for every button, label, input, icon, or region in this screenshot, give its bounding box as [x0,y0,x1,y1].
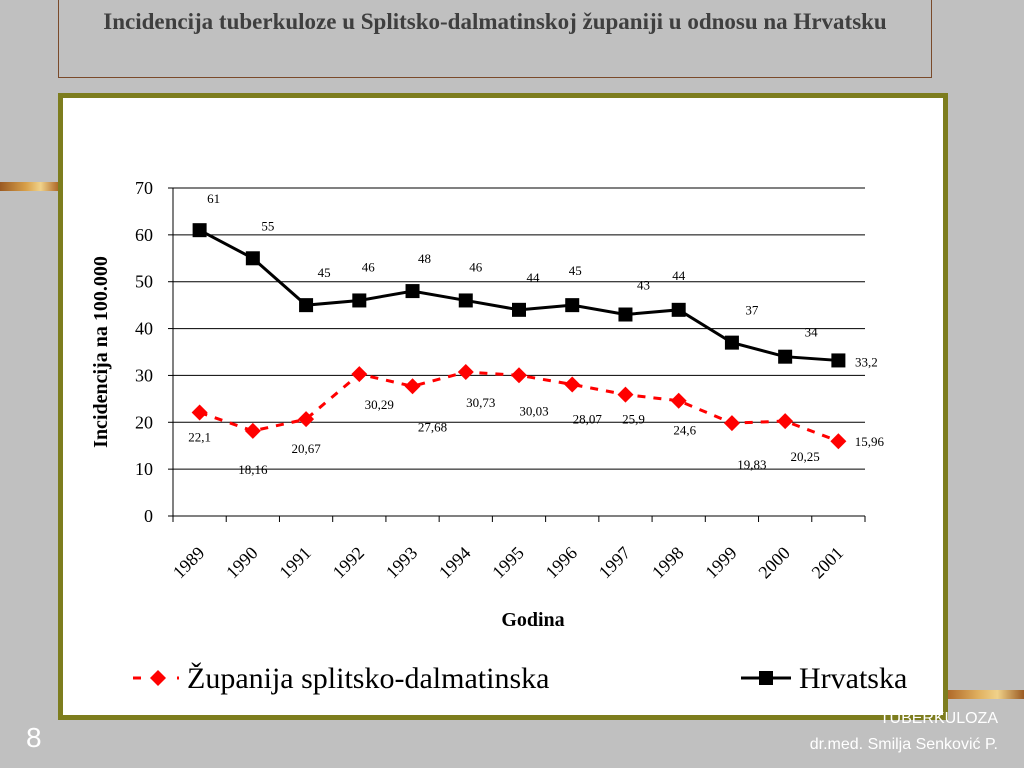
x-tick-label: 1999 [701,543,741,583]
data-point-zupanija [564,376,581,393]
slide-title-text: Incidencija tuberkuloze u Splitsko-dalma… [103,9,887,34]
data-point-hrvatska [458,293,473,308]
footer-author: dr.med. Smilja Senković P. [809,736,998,753]
legend-marker-zupanija [150,670,166,686]
x-tick-label: 2000 [754,543,794,583]
data-label-hrvatska: 44 [672,268,686,283]
data-point-zupanija [670,392,687,409]
legend-marker-hrvatska [759,671,773,685]
series-line-hrvatska [198,228,839,362]
data-point-zupanija [777,413,794,430]
y-tick-label: 20 [135,412,153,432]
y-tick-label: 0 [144,506,153,526]
x-axis-title: Godina [501,609,564,631]
data-point-zupanija [404,378,421,395]
data-point-hrvatska [352,293,367,308]
data-point-hrvatska [778,349,793,364]
data-label-zupanija: 27,68 [418,419,447,434]
data-label-zupanija: 28,07 [573,411,603,426]
slide-title: Incidencija tuberkuloze u Splitsko-dalma… [58,0,932,78]
data-point-hrvatska [512,302,526,317]
footer-topic: TUBERKULOZA [879,710,998,725]
line-chart: 0 10 20 30 40 50 60 70 1989 1990 1991 1992 1993 1994 1… [90,178,907,695]
x-tick-label: 1989 [169,543,209,583]
data-label-hrvatska: 55 [261,218,274,233]
chart-frame: 0 10 20 30 40 50 60 70 1989 1990 1991 1992 1993 1994 1… [58,93,948,720]
data-label-zupanija: 19,83 [737,457,766,472]
data-label-zupanija: 30,29 [365,397,394,412]
data-point-hrvatska [618,307,633,322]
data-label-hrvatska: 33,2 [855,354,878,369]
data-label-hrvatska: 46 [362,259,376,274]
data-point-hrvatska [245,251,260,266]
data-label-zupanija: 15,96 [855,434,885,449]
y-tick-label: 60 [135,225,153,245]
data-label-zupanija: 24,6 [673,423,696,438]
x-tick-label: 1998 [648,543,688,583]
y-tick-label: 70 [135,178,153,198]
data-point-hrvatska [724,335,739,350]
slide-number: 8 [26,722,42,753]
y-tick-label: 40 [135,319,153,339]
x-tick-label: 1993 [382,543,422,583]
decorative-bar-right [948,690,1024,699]
data-label-hrvatska: 46 [469,259,483,274]
data-label-hrvatska: 44 [527,270,541,285]
x-tick-label: 1992 [329,543,369,583]
y-tick-label: 50 [135,272,153,292]
data-label-hrvatska: 45 [569,263,582,278]
data-point-zupanija [244,422,261,439]
data-point-hrvatska [671,302,686,317]
data-label-hrvatska: 43 [637,278,650,293]
data-label-zupanija: 30,03 [519,403,548,418]
data-label-zupanija: 25,9 [622,412,645,427]
data-label-hrvatska: 61 [207,191,220,206]
data-point-hrvatska [831,353,846,368]
data-point-zupanija [457,364,474,381]
data-point-zupanija [298,411,315,428]
y-tick-label: 30 [135,365,153,385]
data-point-zupanija [191,404,208,421]
data-point-zupanija [351,366,368,383]
legend-label-hrvatska: Hrvatska [799,662,907,695]
x-tick-label: 1991 [275,543,315,583]
data-point-hrvatska [192,223,207,238]
data-point-zupanija [617,386,634,403]
data-point-zupanija [830,433,847,450]
data-label-hrvatska: 34 [805,325,819,340]
x-tick-label: 2001 [808,543,848,583]
x-tick-label: 1995 [488,543,528,583]
data-point-hrvatska [299,298,314,313]
data-label-zupanija: 22,1 [188,429,211,444]
x-tick-label: 1997 [595,543,635,583]
y-tick-label: 10 [135,459,153,479]
data-point-hrvatska [405,284,420,299]
data-point-zupanija [723,415,740,432]
x-tick-label: 1994 [435,543,475,583]
data-label-hrvatska: 48 [418,251,431,266]
y-axis-title: Incidencija na 100.000 [90,256,112,448]
data-point-hrvatska [565,298,580,313]
x-tick-label: 1996 [541,543,581,583]
data-label-zupanija: 20,25 [791,449,820,464]
data-label-zupanija: 20,67 [291,441,321,456]
data-label-hrvatska: 37 [745,303,759,318]
chart-area: 0 10 20 30 40 50 60 70 1989 1990 1991 1992 1993 1994 1… [63,98,943,715]
x-tick-label: 1990 [222,543,262,583]
decorative-bar-left [0,182,58,191]
data-label-zupanija: 18,16 [238,462,268,477]
data-label-hrvatska: 45 [318,265,331,280]
legend-label-zupanija: Županija splitsko-dalmatinska [187,662,549,695]
data-point-zupanija [511,367,527,384]
data-label-zupanija: 30,73 [466,395,495,410]
